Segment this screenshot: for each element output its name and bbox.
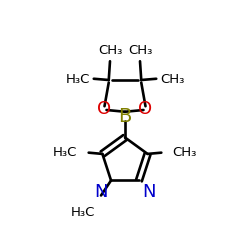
Text: CH₃: CH₃ <box>128 44 152 58</box>
Text: N: N <box>94 184 108 202</box>
Text: B: B <box>118 107 132 126</box>
Text: H₃C: H₃C <box>66 73 90 86</box>
Text: O: O <box>98 100 112 118</box>
Text: N: N <box>142 184 156 202</box>
Text: H₃C: H₃C <box>70 206 95 219</box>
Text: CH₃: CH₃ <box>160 73 184 86</box>
Text: H₃C: H₃C <box>53 146 78 159</box>
Text: CH₃: CH₃ <box>172 146 197 159</box>
Text: CH₃: CH₃ <box>98 44 122 58</box>
Text: O: O <box>138 100 152 118</box>
